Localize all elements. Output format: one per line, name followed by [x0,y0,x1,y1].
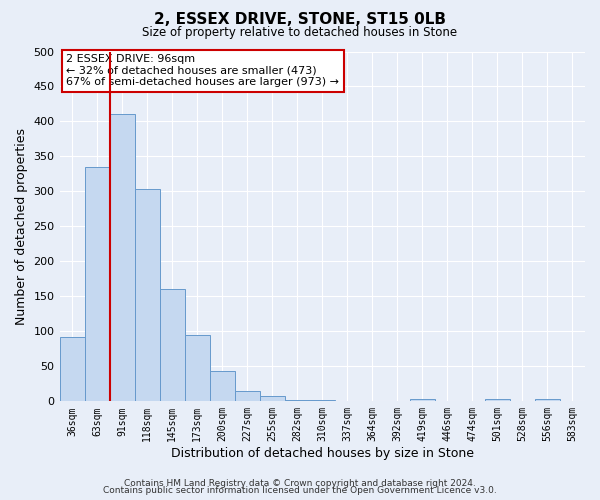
Bar [485,399,510,402]
Text: Size of property relative to detached houses in Stone: Size of property relative to detached ho… [142,26,458,39]
Text: Contains HM Land Registry data © Crown copyright and database right 2024.: Contains HM Land Registry data © Crown c… [124,478,476,488]
Bar [285,400,310,402]
Bar [535,399,560,402]
Bar [235,391,260,402]
X-axis label: Distribution of detached houses by size in Stone: Distribution of detached houses by size … [171,447,474,460]
Text: 2 ESSEX DRIVE: 96sqm
← 32% of detached houses are smaller (473)
67% of semi-deta: 2 ESSEX DRIVE: 96sqm ← 32% of detached h… [67,54,340,88]
Bar [59,337,85,402]
Bar [185,335,209,402]
Bar [134,190,160,402]
Bar [209,370,235,402]
Bar [160,290,185,402]
Text: Contains public sector information licensed under the Open Government Licence v3: Contains public sector information licen… [103,486,497,495]
Bar [85,167,110,402]
Text: 2, ESSEX DRIVE, STONE, ST15 0LB: 2, ESSEX DRIVE, STONE, ST15 0LB [154,12,446,28]
Bar [110,114,134,402]
Y-axis label: Number of detached properties: Number of detached properties [15,128,28,325]
Bar [310,400,335,402]
Bar [410,399,435,402]
Bar [260,396,285,402]
